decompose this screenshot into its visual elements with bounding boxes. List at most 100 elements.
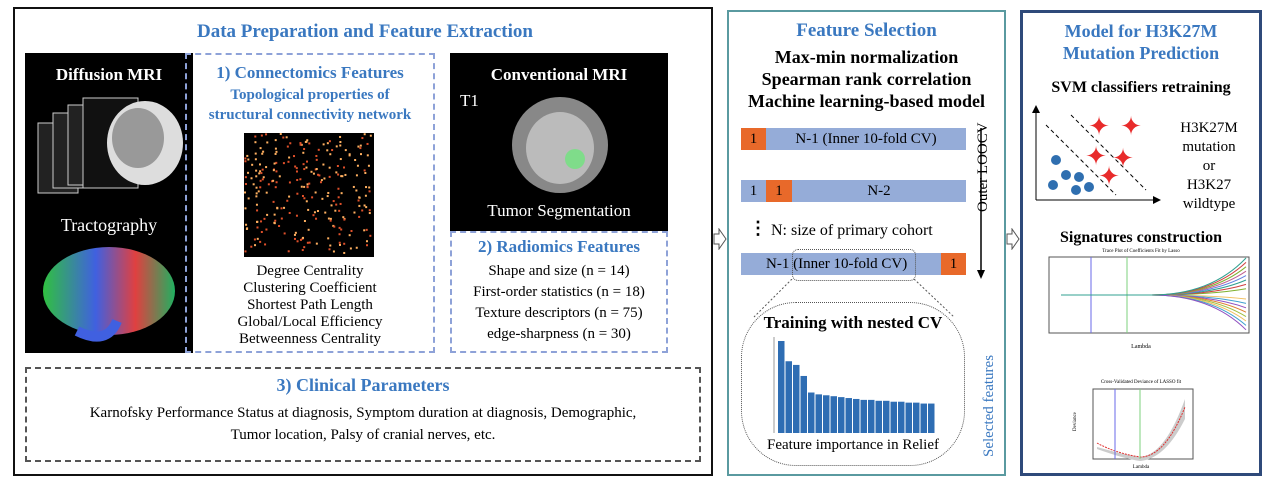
matrix-cell xyxy=(360,153,363,156)
matrix-cell xyxy=(300,143,303,146)
matrix-cell xyxy=(299,143,302,146)
matrix-cell xyxy=(350,229,353,232)
matrix-cell xyxy=(324,211,327,214)
matrix-cell xyxy=(359,147,362,150)
matrix-cell xyxy=(253,238,256,241)
outer-loocv-label: Outer LOOCV xyxy=(975,122,991,212)
matrix-cell xyxy=(315,242,318,245)
matrix-cell xyxy=(274,147,277,150)
method-item: Max-min normalization xyxy=(774,47,959,67)
matrix-cell xyxy=(288,156,291,159)
matrix-cell xyxy=(359,144,362,147)
matrix-cell xyxy=(261,152,264,155)
matrix-cell xyxy=(329,217,332,220)
matrix-cell xyxy=(255,169,258,172)
connectivity-matrix xyxy=(244,133,374,257)
matrix-cell xyxy=(259,163,262,166)
cohort-note: N: size of primary cohort xyxy=(771,222,933,239)
feature-item: Degree Centrality xyxy=(256,263,364,279)
matrix-cell xyxy=(340,175,343,178)
t1-label: T1 xyxy=(460,91,479,110)
cv-xlabel: Lambda xyxy=(1132,465,1150,470)
matrix-cell xyxy=(310,170,313,173)
matrix-cell xyxy=(358,196,361,199)
matrix-cell xyxy=(331,149,334,152)
matrix-cell xyxy=(363,169,366,172)
matrix-cell xyxy=(261,178,264,181)
matrix-cell xyxy=(265,166,268,169)
relief-bar xyxy=(845,398,852,433)
matrix-cell xyxy=(244,250,247,253)
matrix-cell xyxy=(256,209,259,212)
panel-title: Feature Selection xyxy=(796,20,937,41)
matrix-cell xyxy=(262,176,265,179)
matrix-cell xyxy=(263,217,266,220)
test-fold: 1 xyxy=(741,128,766,150)
svm-label: SVM classifiers retraining xyxy=(1051,79,1231,96)
matrix-cell xyxy=(355,174,358,177)
matrix-cell xyxy=(319,181,322,184)
matrix-cell xyxy=(306,160,309,163)
fold-bar-3: N-1 (Inner 10-fold CV) 1 xyxy=(741,253,966,275)
matrix-cell xyxy=(301,249,304,252)
feature-item: Texture descriptors (n = 75) xyxy=(475,305,643,321)
relief-caption: Feature importance in Relief xyxy=(766,437,940,453)
matrix-cell xyxy=(328,248,331,251)
matrix-cell xyxy=(317,148,320,151)
matrix-cell xyxy=(273,213,276,216)
matrix-cell xyxy=(332,250,335,253)
matrix-cell xyxy=(296,240,299,243)
relief-bar xyxy=(838,397,845,433)
matrix-cell xyxy=(244,191,247,194)
matrix-cell xyxy=(259,179,262,182)
matrix-cell xyxy=(255,203,258,206)
matrix-cell xyxy=(260,230,263,233)
matrix-cell xyxy=(365,240,368,243)
matrix-cell xyxy=(295,214,298,217)
lasso-cv-plot xyxy=(1092,388,1194,461)
matrix-cell xyxy=(326,142,329,145)
matrix-cell xyxy=(343,242,346,245)
relief-bar xyxy=(815,394,822,433)
matrix-cell xyxy=(303,168,306,171)
svg-text:✦: ✦ xyxy=(1085,142,1107,171)
matrix-cell xyxy=(317,173,320,176)
matrix-cell xyxy=(274,219,277,222)
matrix-cell xyxy=(343,218,346,221)
tractography-image xyxy=(43,247,175,342)
matrix-cell xyxy=(328,140,331,143)
diffusion-mri-box: Diffusion MRI Tractography xyxy=(25,53,193,353)
matrix-cell xyxy=(300,185,303,188)
clinical-text: Tumor location, Palsy of cranial nerves,… xyxy=(230,427,496,443)
matrix-cell xyxy=(335,203,338,206)
matrix-cell xyxy=(339,135,342,138)
matrix-cell xyxy=(295,167,298,170)
svg-text:✦: ✦ xyxy=(1120,112,1142,141)
class-label: wildtype xyxy=(1182,196,1236,212)
model-panel: Model for H3K27M Mutation Prediction SVM… xyxy=(1020,10,1262,476)
matrix-cell xyxy=(303,197,306,200)
matrix-cell xyxy=(254,158,257,161)
matrix-cell xyxy=(355,189,358,192)
matrix-cell xyxy=(361,209,364,212)
matrix-cell xyxy=(315,158,318,161)
relief-bar xyxy=(808,392,815,433)
matrix-cell xyxy=(273,162,276,165)
flow-arrow-icon xyxy=(1006,228,1020,250)
matrix-cell xyxy=(264,243,267,246)
matrix-cell xyxy=(274,186,277,189)
class-label: mutation xyxy=(1182,139,1236,155)
ellipsis: ⋮ xyxy=(749,218,767,238)
matrix-cell xyxy=(368,209,371,212)
matrix-cell xyxy=(303,220,306,223)
matrix-cell xyxy=(322,143,325,146)
tractography-label: Tractography xyxy=(60,215,158,235)
matrix-cell xyxy=(336,165,339,168)
connectomics-list: Degree Centrality Clustering Coefficient… xyxy=(187,263,433,348)
matrix-cell xyxy=(250,245,253,248)
matrix-cell xyxy=(266,141,269,144)
matrix-cell xyxy=(307,208,310,211)
matrix-cell xyxy=(276,207,279,210)
matrix-cell xyxy=(332,200,335,203)
matrix-cell xyxy=(260,172,263,175)
